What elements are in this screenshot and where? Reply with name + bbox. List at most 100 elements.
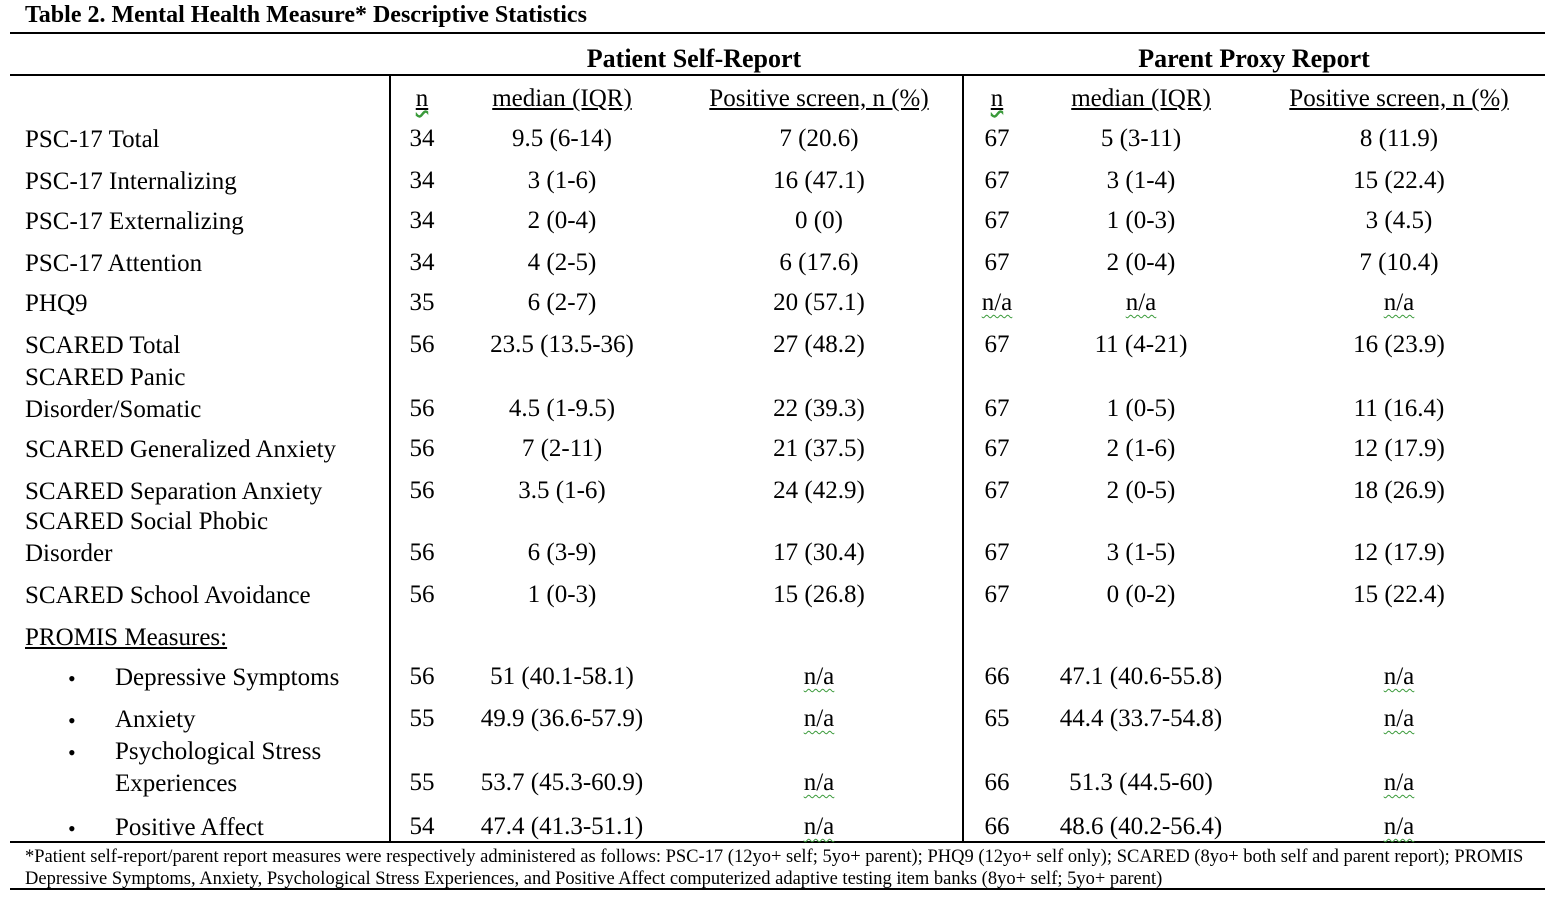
divider-labels	[389, 74, 391, 841]
table-cell: 18 (26.9)	[1353, 477, 1445, 504]
row-label: SCARED School Avoidance	[25, 582, 311, 609]
table-cell: 3 (1-6)	[527, 167, 597, 194]
table-cell: 56	[409, 581, 435, 608]
rule-above-footnote	[10, 841, 1545, 843]
table-cell: 67	[984, 435, 1010, 462]
bullet-icon: •	[68, 740, 76, 765]
table-cell: 2 (0-4)	[1106, 249, 1176, 276]
table-cell: n/a	[1125, 289, 1157, 316]
col-header-self-positive: Positive screen, n (%)	[709, 85, 929, 112]
table-cell: n/a	[803, 769, 835, 796]
table-cell: 34	[409, 125, 435, 152]
col-header-self-n: n	[415, 85, 429, 112]
table-cell: 7 (20.6)	[779, 125, 859, 152]
table-cell: 67	[984, 167, 1010, 194]
table-cell: 21 (37.5)	[773, 435, 865, 462]
table-cell: 23.5 (13.5-36)	[490, 331, 634, 358]
row-label: Anxiety	[115, 706, 196, 733]
table-cell: 56	[409, 663, 435, 690]
table-cell: 48.6 (40.2-56.4)	[1059, 813, 1223, 840]
table-cell: 56	[409, 435, 435, 462]
table-cell: 66	[984, 663, 1010, 690]
table-cell: n/a	[803, 705, 835, 732]
table-cell: 49.9 (36.6-57.9)	[480, 705, 644, 732]
table-cell: 1 (0-5)	[1106, 395, 1176, 422]
table-cell: 3 (4.5)	[1365, 207, 1433, 234]
table-cell: 55	[409, 769, 435, 796]
group-header-proxy: Parent Proxy Report	[1138, 44, 1370, 73]
table-cell: 66	[984, 813, 1010, 840]
table-cell: 7 (10.4)	[1359, 249, 1439, 276]
rule-under-groups	[10, 74, 1545, 76]
table-cell: n/a	[1383, 769, 1415, 796]
col-header-self-median: median (IQR)	[492, 85, 632, 113]
table-cell: 27 (48.2)	[773, 331, 865, 358]
rule-top	[10, 32, 1545, 34]
table-cell: 16 (23.9)	[1353, 331, 1445, 358]
table-cell: 8 (11.9)	[1359, 125, 1439, 152]
table-cell: 6 (3-9)	[527, 539, 597, 566]
promis-heading: PROMIS Measures:	[25, 624, 228, 651]
row-label: Depressive Symptoms	[115, 664, 340, 691]
table-cell: 12 (17.9)	[1353, 435, 1445, 462]
col-header-proxy-n: n	[990, 85, 1004, 112]
table-cell: n/a	[1383, 289, 1415, 316]
table-cell: 51 (40.1-58.1)	[490, 663, 634, 690]
table-cell: 67	[984, 125, 1010, 152]
table-cell: 67	[984, 395, 1010, 422]
bullet-icon: •	[68, 708, 76, 733]
table-cell: n/a	[1383, 705, 1415, 732]
row-label: SCARED Generalized Anxiety	[25, 436, 337, 463]
table-cell: 2 (0-5)	[1106, 477, 1176, 504]
table-cell: 65	[984, 705, 1010, 732]
table-cell: 67	[984, 477, 1010, 504]
table-cell: 17 (30.4)	[773, 539, 865, 566]
row-label: SCARED Total	[25, 332, 181, 359]
table-cell: 0 (0)	[795, 207, 843, 234]
table-cell: 16 (47.1)	[773, 167, 865, 194]
table-cell: n/a	[1383, 813, 1415, 840]
table-cell: 34	[409, 167, 435, 194]
row-label: PSC-17 Attention	[25, 250, 203, 277]
table-cell: 47.4 (41.3-51.1)	[480, 813, 644, 840]
col-header-proxy-positive: Positive screen, n (%)	[1289, 85, 1509, 112]
table-cell: n/a	[803, 813, 835, 840]
row-label: PSC-17 Externalizing	[25, 208, 244, 235]
table-cell: 12 (17.9)	[1353, 539, 1445, 566]
row-label: SCARED Panic Disorder/Somatic	[25, 364, 202, 423]
table-cell: 22 (39.3)	[773, 395, 865, 422]
table-cell: 35	[409, 289, 435, 316]
row-label: SCARED Social Phobic Disorder	[25, 508, 269, 567]
table-cell: 4 (2-5)	[527, 249, 597, 276]
table-cell: 4.5 (1-9.5)	[508, 395, 616, 422]
col-header-proxy-median: median (IQR)	[1071, 85, 1211, 113]
table-cell: 1 (0-3)	[1106, 207, 1176, 234]
table-cell: 3 (1-4)	[1106, 167, 1176, 194]
divider-groups	[962, 74, 964, 841]
table-cell: 67	[984, 539, 1010, 566]
table-cell: 53.7 (45.3-60.9)	[480, 769, 644, 796]
bullet-icon: •	[68, 666, 76, 691]
table-cell: n/a	[1383, 663, 1415, 690]
row-label: PSC-17 Internalizing	[25, 168, 237, 195]
table-cell: 56	[409, 331, 435, 358]
row-label: SCARED Separation Anxiety	[25, 478, 323, 505]
table-cell: 56	[409, 539, 435, 566]
table-cell: 67	[984, 207, 1010, 234]
table-cell: 51.3 (44.5-60)	[1069, 769, 1213, 796]
table-cell: 2 (1-6)	[1106, 435, 1176, 462]
table-cell: 54	[409, 813, 435, 840]
table-cell: 11 (16.4)	[1353, 395, 1445, 422]
table-cell: 6 (2-7)	[527, 289, 597, 316]
table-cell: 56	[409, 477, 435, 504]
table-cell: 47.1 (40.6-55.8)	[1059, 663, 1223, 690]
table-cell: 15 (22.4)	[1353, 167, 1445, 194]
table-cell: 3.5 (1-6)	[518, 477, 606, 504]
table-cell: 34	[409, 249, 435, 276]
table-cell: 2 (0-4)	[527, 207, 597, 234]
table-cell: 5 (3-11)	[1100, 125, 1182, 152]
row-label: Psychological Stress Experiences	[115, 738, 322, 797]
table-cell: 6 (17.6)	[779, 249, 859, 276]
table-cell: 3 (1-5)	[1106, 539, 1176, 566]
table-title: Table 2. Mental Health Measure* Descript…	[25, 2, 587, 28]
